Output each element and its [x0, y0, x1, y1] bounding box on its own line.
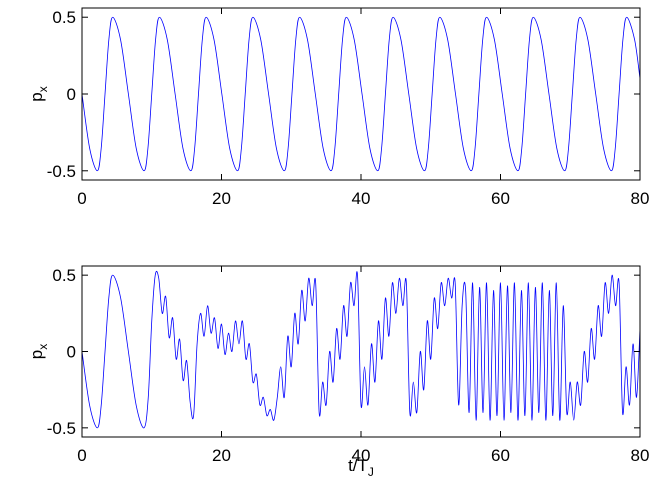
data-line	[82, 16, 640, 172]
y-tick-label: -0.5	[47, 162, 76, 181]
y-tick-label: 0.5	[52, 8, 76, 27]
x-tick-label: 20	[212, 189, 231, 208]
y-tick-label: 0.5	[52, 266, 76, 285]
x-tick-label: 20	[212, 446, 231, 465]
y-axis-label-sub: x	[36, 86, 50, 92]
x-tick-label: 40	[352, 446, 371, 465]
y-axis-label: px	[27, 86, 50, 101]
x-tick-label: 40	[352, 189, 371, 208]
y-axis-label-base: p	[27, 92, 46, 101]
x-axis-label-sub: J	[368, 465, 374, 479]
x-tick-label: 80	[631, 446, 650, 465]
y-tick-label: 0	[67, 85, 76, 104]
y-axis-label-sub: x	[36, 344, 50, 350]
x-axis-label-base: t/T	[348, 456, 368, 475]
y-axis-label-base: p	[27, 350, 46, 359]
y-tick-label: -0.5	[47, 419, 76, 438]
axes-box	[81, 265, 641, 438]
y-tick-label: 0	[67, 343, 76, 362]
data-line	[82, 270, 640, 429]
x-tick-label: 0	[77, 446, 86, 465]
x-tick-label: 80	[631, 189, 650, 208]
x-axis-label: t/TJ	[348, 456, 374, 479]
x-tick-label: 0	[77, 189, 86, 208]
x-tick-label: 60	[491, 446, 510, 465]
x-tick-label: 60	[491, 189, 510, 208]
y-axis-label: px	[27, 344, 50, 359]
